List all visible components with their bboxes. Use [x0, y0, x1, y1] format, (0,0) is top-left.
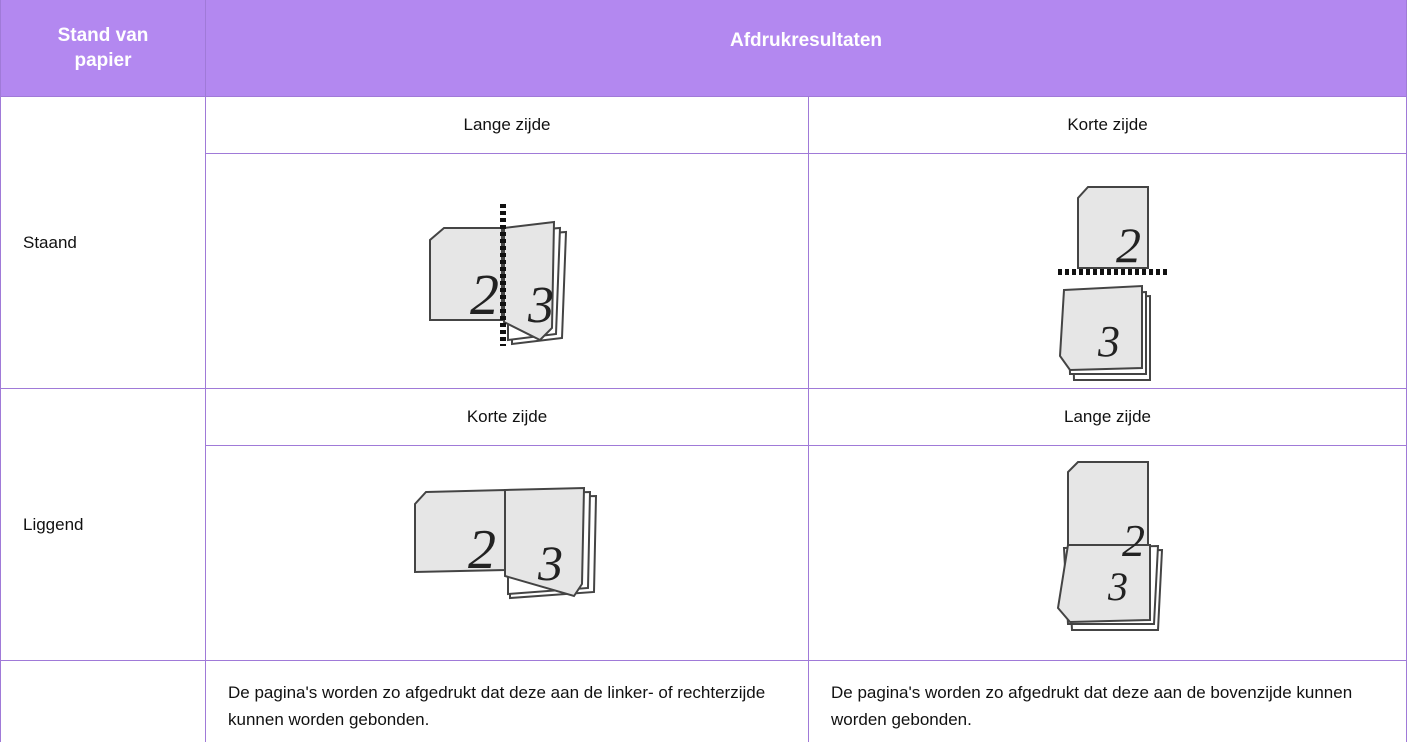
page	[503, 220, 556, 342]
orientation-cell: Staand	[0, 97, 206, 389]
header-cell: Afdrukresultaten	[206, 0, 1407, 97]
page-number: 2	[1122, 515, 1145, 566]
page-number: 2	[468, 519, 496, 581]
orientation-label: Staand	[23, 232, 77, 252]
page-number: 2	[470, 262, 499, 327]
binding-label: Lange zijde	[1064, 407, 1151, 426]
binding-cell: Korte zijde	[206, 389, 809, 446]
image-cell	[206, 446, 809, 661]
header-cell: Stand van papier	[0, 0, 206, 97]
page-number: 3	[537, 535, 563, 591]
page	[429, 227, 503, 321]
page	[1058, 284, 1143, 372]
orientation-cell: Liggend	[0, 389, 206, 661]
page	[1077, 186, 1149, 269]
page-number: 3	[1107, 564, 1128, 609]
page-number: 3	[1097, 317, 1120, 366]
binding-label: Lange zijde	[463, 115, 551, 134]
description-cell: De pagina's worden zo afgedrukt dat deze…	[809, 661, 1407, 742]
binding-label: Korte zijde	[1067, 115, 1148, 134]
page-number: 3	[527, 277, 554, 334]
description: De pagina's worden zo afgedrukt dat deze…	[831, 683, 1353, 729]
description: De pagina's worden zo afgedrukt dat deze…	[228, 683, 766, 729]
image-cell	[206, 154, 809, 389]
header-text: Afdrukresultaten	[729, 30, 883, 51]
page-number: 2	[1116, 217, 1141, 273]
orientation-label: Liggend	[23, 514, 84, 534]
empty-cell	[0, 661, 206, 742]
header-text: Stand van papier	[57, 25, 149, 71]
binding-label: Korte zijde	[466, 407, 548, 426]
page	[1067, 461, 1149, 546]
description-cell: De pagina's worden zo afgedrukt dat deze…	[206, 661, 809, 742]
binding-cell: Lange zijde	[206, 97, 809, 154]
page	[414, 488, 506, 574]
